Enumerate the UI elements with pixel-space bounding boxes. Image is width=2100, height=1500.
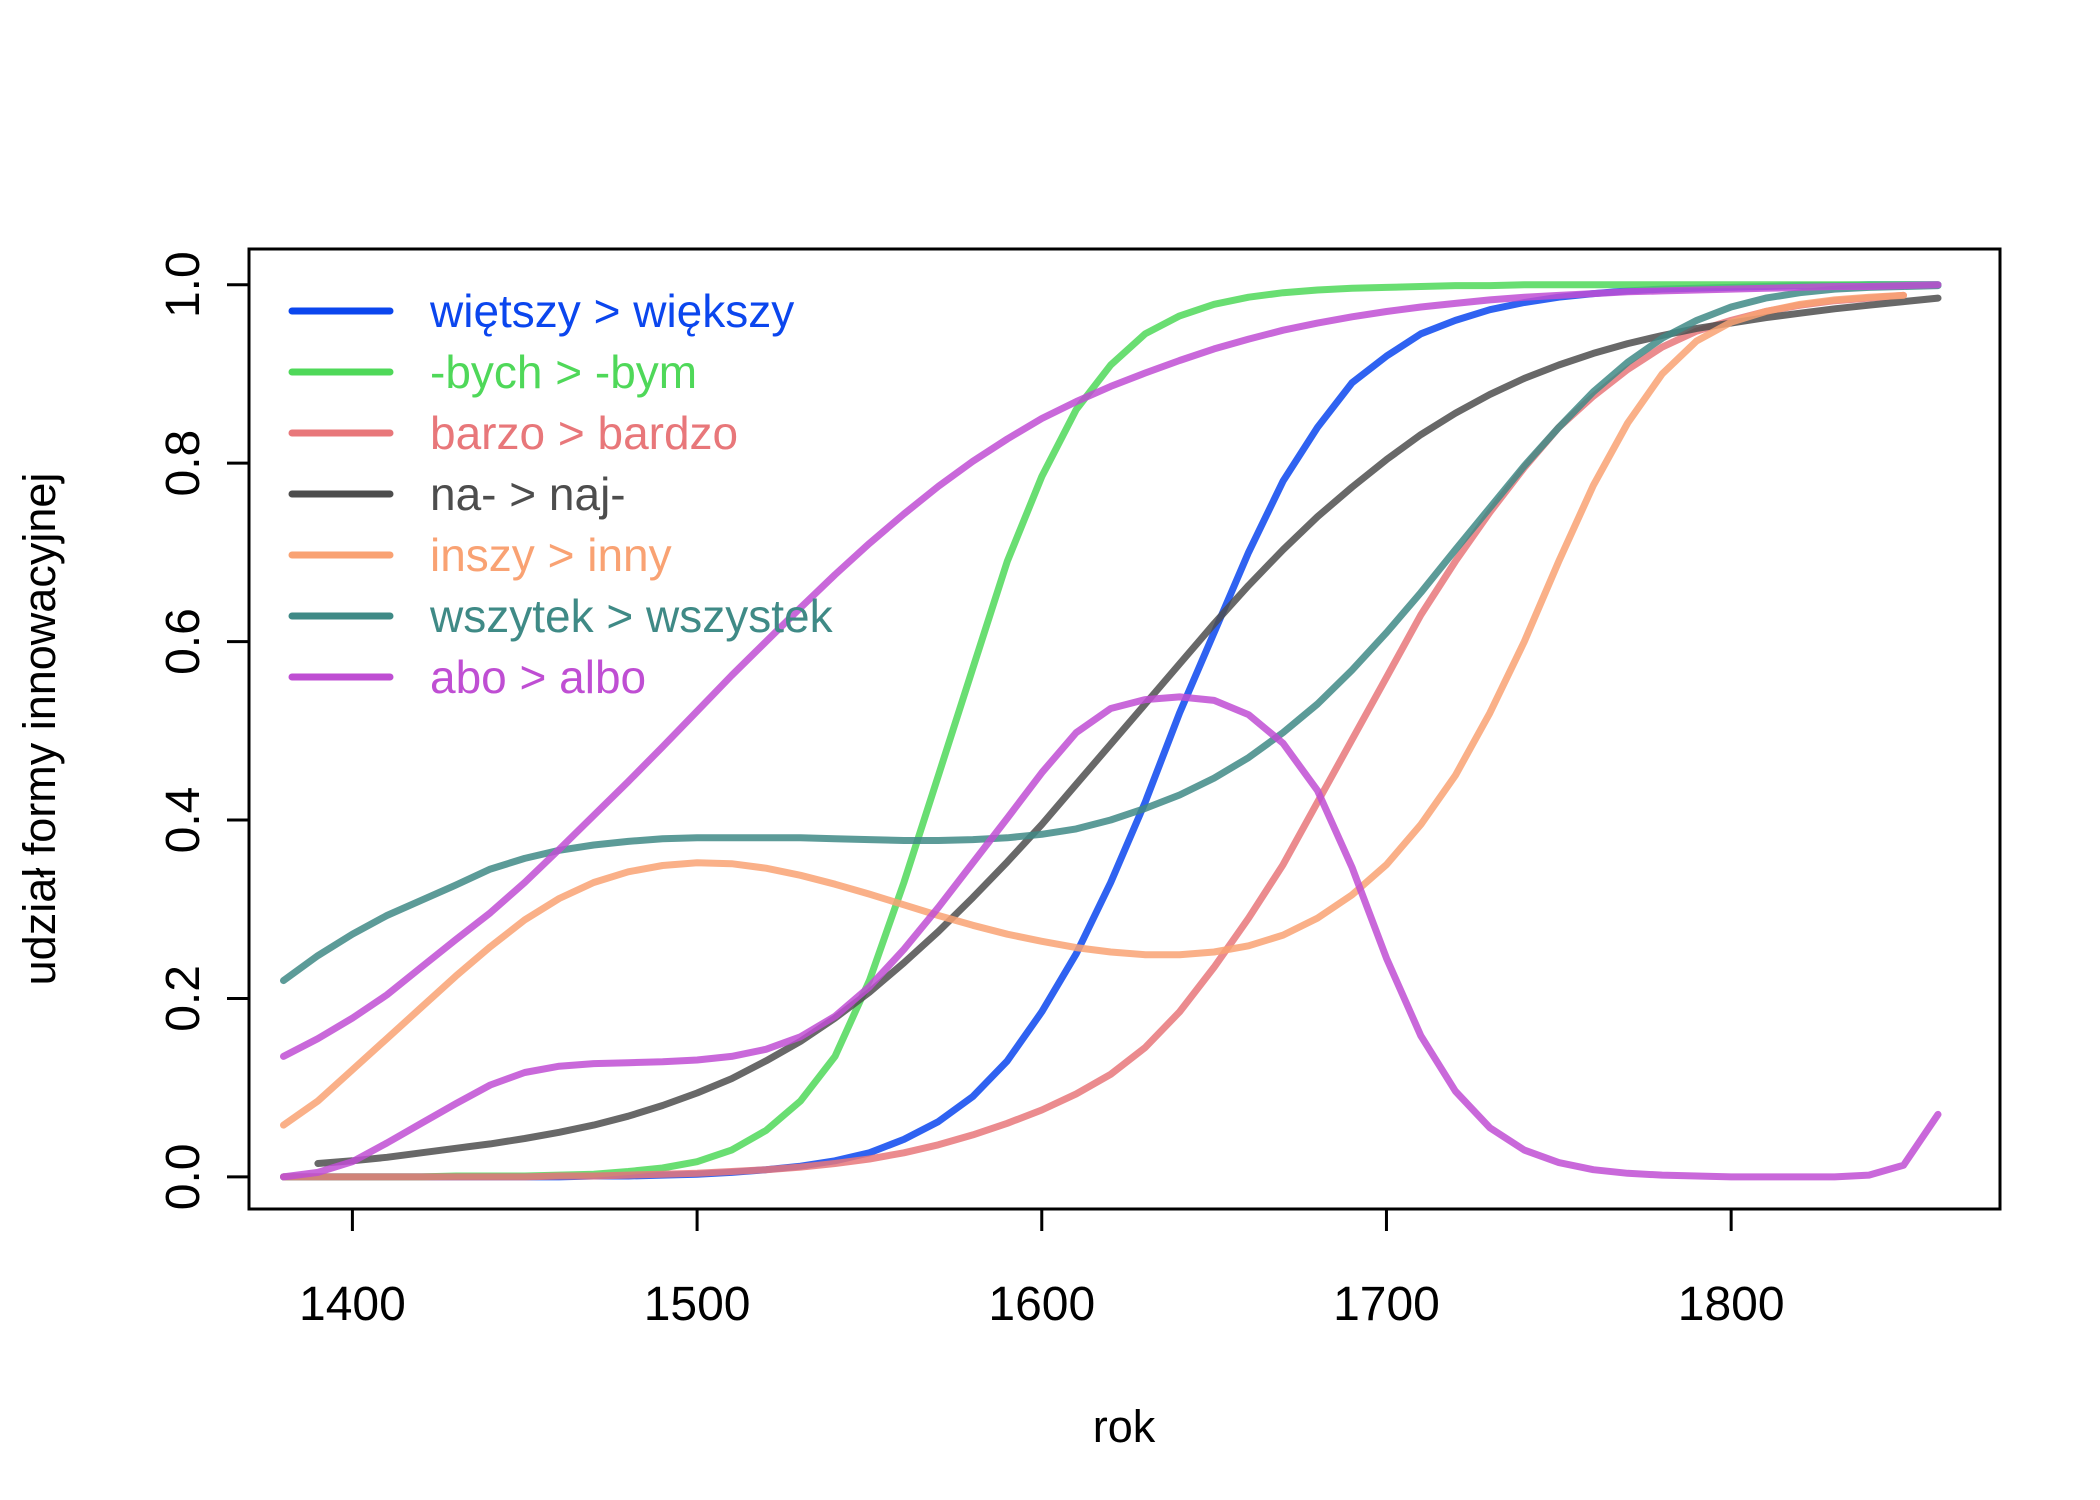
series-line xyxy=(280,281,1942,1060)
x-tick-label: 1800 xyxy=(1678,1278,1785,1331)
legend-label: abo > albo xyxy=(430,651,646,703)
y-tick-label: 0.4 xyxy=(157,787,210,854)
series-line xyxy=(280,291,1907,1181)
legend-label: wszytek > wszystek xyxy=(429,590,834,642)
legend-label: barzo > bardzo xyxy=(430,407,738,459)
x-tick-label: 1600 xyxy=(988,1278,1095,1331)
series-line xyxy=(280,291,1907,1129)
x-tick-label: 1500 xyxy=(644,1278,751,1331)
series-lines xyxy=(280,281,1942,1181)
legend-label: na- > naj- xyxy=(430,468,626,520)
legend-label: -bych > -bym xyxy=(430,346,697,398)
y-tick-label: 0.2 xyxy=(157,965,210,1032)
y-axis-title: udział formy innowacyjnej xyxy=(14,473,65,986)
y-axis: 0.0 0.2 0.4 0.6 0.8 1.0 xyxy=(157,251,251,1211)
y-tick-label: 0.0 xyxy=(157,1144,210,1211)
series-line xyxy=(280,693,1942,1181)
y-tick-label: 1.0 xyxy=(157,251,210,318)
x-tick-label: 1400 xyxy=(299,1278,406,1331)
x-axis-title: rok xyxy=(1093,1401,1156,1452)
y-tick-label: 0.6 xyxy=(157,608,210,675)
legend: więtszy > większy -bych > -bym barzo > bar… xyxy=(288,285,834,703)
y-tick-label: 0.8 xyxy=(157,430,210,497)
x-tick-label: 1700 xyxy=(1333,1278,1440,1331)
x-axis: 1400 1500 1600 1700 1800 xyxy=(299,1207,1785,1331)
legend-label: więtszy > większy xyxy=(429,285,794,337)
legend-label: inszy > inny xyxy=(430,529,672,581)
